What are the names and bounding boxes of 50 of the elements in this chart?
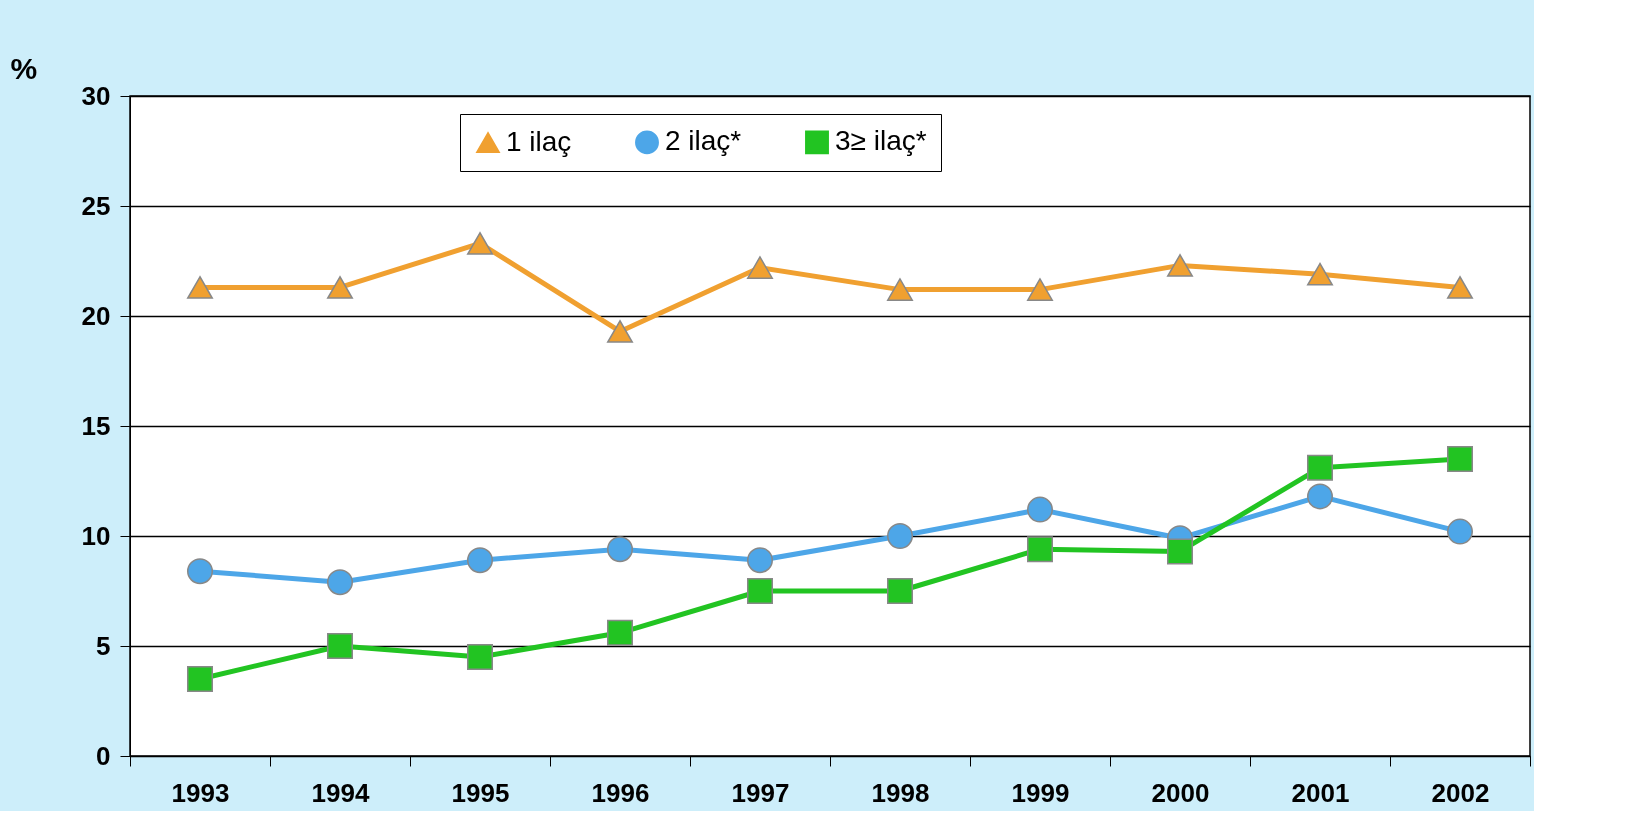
point [327,276,353,299]
point [607,536,633,563]
legend-label: 2 ilaç* [665,125,742,157]
point [1307,454,1333,481]
point [467,644,493,670]
point [607,320,633,343]
y-tick-label: 0 [96,740,111,771]
x-tick-label: 2002 [1431,777,1490,808]
y-axis-title: % [10,51,38,85]
y-tick-label: 25 [81,190,111,221]
point [747,578,773,604]
x-tick-label: 1997 [731,777,790,808]
y-tick-label: 15 [81,410,111,441]
point [1447,518,1473,545]
point [327,633,353,659]
y-tick-label: 5 [96,630,111,661]
legend-label: 3≥ ilaç* [835,125,927,157]
x-tick-label: 2001 [1291,777,1350,808]
point [467,232,493,255]
x-tick-label: 1993 [171,777,230,808]
y-tick-label: 30 [81,80,111,111]
point [887,523,913,549]
point [1447,446,1473,472]
point [187,276,213,299]
point [607,619,633,646]
point [327,569,353,596]
x-tick-label: 1998 [871,777,930,808]
point [187,666,213,692]
point [747,256,773,279]
point [1307,262,1333,286]
point [467,547,493,574]
x-tick-label: 1994 [311,777,370,808]
point [1167,538,1193,565]
point [747,547,773,574]
point [1027,496,1053,523]
x-tick-label: 1996 [591,777,650,808]
y-tick-label: 10 [81,520,111,551]
point [887,278,913,301]
x-tick-label: 1999 [1011,777,1070,808]
x-tick-label: 2000 [1151,777,1210,808]
point [1027,536,1053,563]
x-tick-label: 1995 [451,777,510,808]
y-tick-label: 20 [81,300,111,331]
point [1027,278,1053,301]
point [887,578,913,604]
legend-label: 1 ilaç [506,125,572,157]
point [187,558,213,585]
point [1307,483,1333,510]
point [1167,254,1193,277]
point [1447,276,1473,299]
